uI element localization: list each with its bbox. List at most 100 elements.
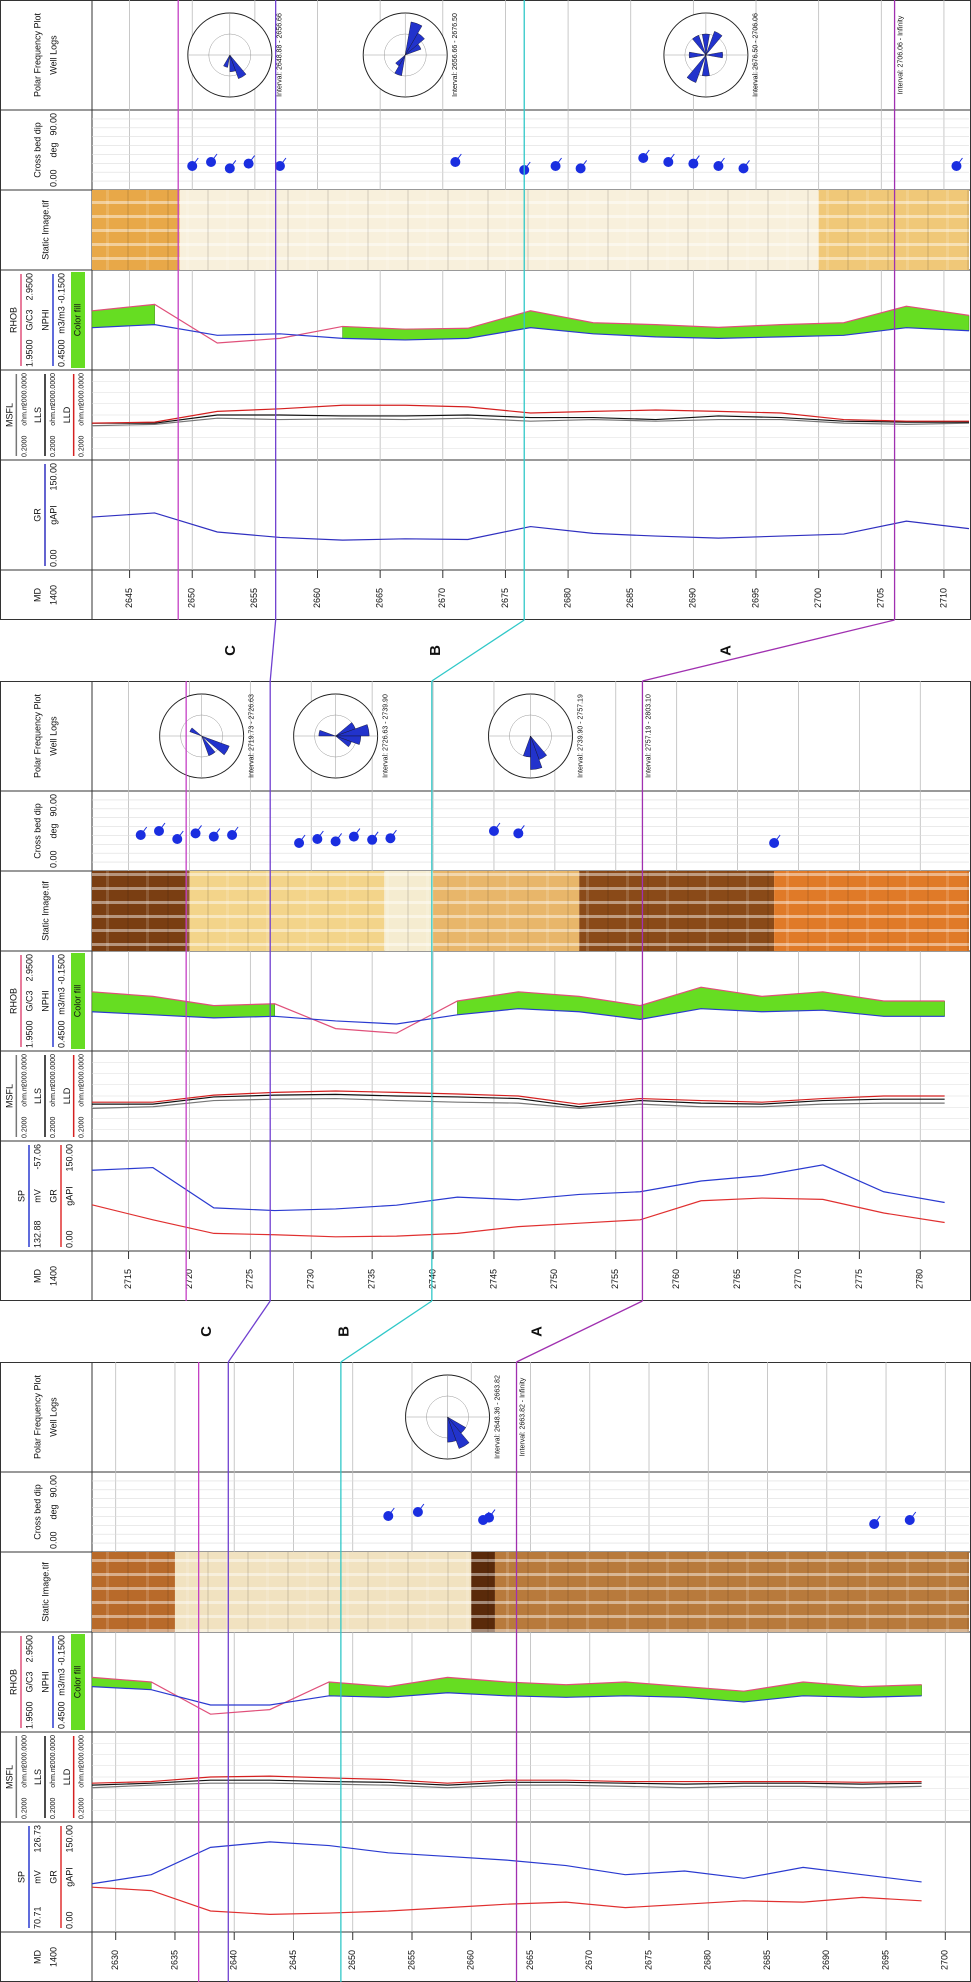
- scale-unit: m3/m3: [56, 1668, 66, 1696]
- dip-header: Cross bed dip0.00deg90.00: [32, 1475, 58, 1549]
- scale-unit: gAPI: [64, 1867, 74, 1887]
- curve-name: MSFL: [5, 403, 15, 427]
- depth-tick-label: 2735: [367, 1269, 377, 1289]
- track-title: Cross bed dip: [32, 122, 42, 178]
- scale-min: 0.00: [48, 549, 58, 567]
- correlation-link: [228, 1301, 270, 1362]
- dip-point: [206, 157, 216, 167]
- curve-name: LLD: [62, 1768, 72, 1785]
- depth-tick-label: 2700: [813, 588, 823, 608]
- interval-label: Interval: 2757.19 - 2803.10: [645, 694, 652, 778]
- depth-tick-label: 2645: [288, 1950, 298, 1970]
- scale-unit: deg: [48, 1504, 58, 1519]
- interval-label: Interval: 2719.73 - 2726.63: [248, 694, 255, 778]
- scale-min: 1.9500: [24, 1020, 34, 1048]
- dip-point: [551, 161, 561, 171]
- depth-tick-label: 2780: [915, 1269, 925, 1289]
- curve-header: SP70.71mV126.73GR0.00gAPI150.00: [16, 1825, 74, 1929]
- scale-unit: mV: [32, 1189, 42, 1203]
- dip-point: [905, 1515, 915, 1525]
- scale-max: 126.73: [32, 1825, 42, 1853]
- curve-name: GR: [32, 508, 42, 522]
- depth-tick-label: 2690: [688, 588, 698, 608]
- scale-max: 2000.0000: [79, 1054, 86, 1087]
- fill-label: Color fill: [72, 304, 82, 337]
- scale-max: 2000.0000: [21, 1735, 28, 1768]
- depth-tick-label: 2675: [643, 1950, 653, 1970]
- scale-unit: ohm.m: [50, 1766, 57, 1788]
- track-title: Static Image.tif: [40, 200, 50, 260]
- interval-label: Interval: 2726.63 - 2739.90: [382, 694, 389, 778]
- log-curve: [92, 1887, 922, 1914]
- dip-point: [513, 828, 523, 838]
- dip-point: [244, 159, 254, 169]
- curve-header: RHOB1.9500G/C32.9500NPHI0.4500m3/m3-0.15…: [8, 272, 85, 368]
- depth-tick-label: 2675: [500, 588, 510, 608]
- depth-tick-label: 2650: [187, 588, 197, 608]
- dip-point: [738, 163, 748, 173]
- curve-name: NPHI: [40, 990, 50, 1012]
- scale-min: 70.71: [32, 1906, 42, 1929]
- curve-name: SP: [16, 1190, 26, 1202]
- scale-unit: deg: [48, 142, 58, 157]
- scale-max: -57.06: [32, 1144, 42, 1170]
- curve-header: MSFL0.2000ohm.m2000.0000LLS0.2000ohm.m20…: [5, 373, 86, 457]
- depth-tick-label: 2770: [793, 1269, 803, 1289]
- image-header: Static Image.tif: [40, 881, 50, 941]
- scale-unit: mV: [32, 1870, 42, 1884]
- depth-tick-label: 2750: [549, 1269, 559, 1289]
- scale-unit: gAPI: [64, 1186, 74, 1206]
- dip-point: [576, 163, 586, 173]
- curve-name: LLS: [33, 407, 43, 423]
- dip-point: [312, 834, 322, 844]
- dip-point: [663, 157, 673, 167]
- depth-tick-label: 2755: [610, 1269, 620, 1289]
- scale-min: 0.2000: [21, 1797, 28, 1819]
- log-curve: [92, 1165, 945, 1211]
- correlation-label: C: [198, 1326, 215, 1337]
- dip-point: [450, 157, 460, 167]
- depth-title: MD: [32, 588, 42, 602]
- interval-label: Interval: 2648.88 - 2656.66: [277, 13, 284, 97]
- crossover-fill: [329, 1677, 922, 1702]
- depth-tick-label: 2660: [466, 1950, 476, 1970]
- log-curve: [92, 1783, 922, 1788]
- log-curve: [92, 1842, 922, 1884]
- scale-max: 2.9500: [24, 273, 34, 301]
- scale-max: -0.1500: [56, 1635, 66, 1666]
- panel-frame: [1, 682, 971, 1301]
- depth-tick-label: 2670: [584, 1950, 594, 1970]
- curve-name: NPHI: [40, 309, 50, 331]
- scale-unit: G/C3: [24, 309, 34, 330]
- correlation-link: [270, 620, 275, 681]
- scale-min: 0.2000: [50, 1116, 57, 1138]
- curve-name: GR: [48, 1189, 58, 1203]
- scale-unit: ohm.m: [79, 1766, 86, 1788]
- depth-tick-label: 2745: [488, 1269, 498, 1289]
- depth-tick-label: 2655: [249, 588, 259, 608]
- scale-unit: G/C3: [24, 1671, 34, 1692]
- depth-tick-label: 2680: [562, 588, 572, 608]
- dip-point: [869, 1519, 879, 1529]
- interval-label: Interval: 2676.50 - 2706.06: [753, 13, 760, 97]
- depth-tick-label: 2775: [854, 1269, 864, 1289]
- track-title: Polar Frequency Plot: [32, 12, 42, 97]
- dip-point: [769, 838, 779, 848]
- scale-max: 2000.0000: [21, 1054, 28, 1087]
- scale-min: 0.2000: [79, 1116, 86, 1138]
- rose-header: Polar Frequency Plot Well Logs: [32, 12, 58, 97]
- scale-unit: ohm.m: [21, 1766, 28, 1788]
- curve-header: RHOB1.9500G/C32.9500NPHI0.4500m3/m3-0.15…: [8, 953, 85, 1049]
- depth-tick-label: 2725: [245, 1269, 255, 1289]
- track-subtitle: Well Logs: [48, 35, 58, 75]
- curve-header: SP132.88mV-57.06GR0.00gAPI150.00: [16, 1144, 74, 1248]
- scale-unit: G/C3: [24, 990, 34, 1011]
- scale-min: 0.00: [48, 850, 58, 868]
- dip-point: [209, 832, 219, 842]
- scale-max: 90.00: [48, 794, 58, 817]
- curve-header: MSFL0.2000ohm.m2000.0000LLS0.2000ohm.m20…: [5, 1054, 86, 1138]
- image-texture: [92, 1552, 969, 1632]
- depth-tick-label: 2760: [671, 1269, 681, 1289]
- dip-point: [484, 1513, 494, 1523]
- curve-name: LLD: [62, 406, 72, 423]
